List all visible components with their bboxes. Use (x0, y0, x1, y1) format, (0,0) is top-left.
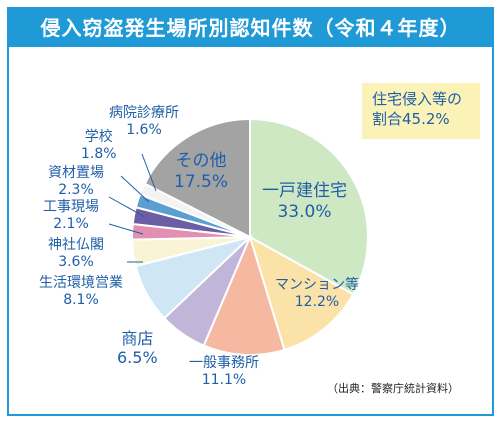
label-detached-house-value: 33.0% (277, 202, 332, 222)
label-hospital-name: 病院診療所 (109, 105, 179, 121)
label-office-name: 一般事務所 (189, 355, 259, 371)
label-living-environment: 生活環境営業 8.1% (39, 275, 123, 309)
pie-slice-0 (249, 117, 369, 296)
note-line-1: 住宅侵入等の (372, 90, 463, 108)
leader-line-3 (120, 175, 150, 203)
label-shrine-temple-name: 神社仏閣 (48, 237, 104, 253)
label-material-yard: 資材置場 2.3% (48, 165, 104, 199)
label-detached-house: 一戸建住宅 33.0% (262, 181, 347, 223)
label-hospital: 病院診療所 1.6% (109, 105, 179, 139)
pie-chart (108, 117, 369, 356)
label-living-environment-value: 8.1% (63, 292, 99, 308)
label-hospital-value: 1.6% (126, 122, 162, 138)
source-note: （出典：警察庁統計資料） (327, 382, 459, 395)
leader-line-2 (108, 196, 146, 218)
label-detached-house-name: 一戸建住宅 (262, 181, 347, 201)
note-line-2: 割合45.2% (372, 110, 450, 128)
label-living-environment-name: 生活環境営業 (39, 275, 123, 291)
label-construction-site-name: 工事現場 (43, 199, 99, 215)
label-apartments-value: 12.2% (294, 294, 340, 310)
pie-slice-2 (202, 234, 286, 356)
label-other-value: 17.5% (174, 172, 229, 192)
label-office-value: 11.1% (201, 372, 247, 388)
label-shop-value: 6.5% (117, 348, 158, 367)
leader-line-1 (108, 223, 144, 235)
label-apartments: マンション等 12.2% (275, 277, 359, 311)
label-material-yard-name: 資材置場 (48, 165, 104, 181)
label-material-yard-value: 2.3% (58, 182, 94, 198)
label-apartments-name: マンション等 (275, 277, 359, 293)
chart-title: 侵入窃盗発生場所別認知件数（令和４年度） (40, 16, 461, 40)
chart-frame: 侵入窃盗発生場所別認知件数（令和４年度） 住宅侵入等の 割合45.2% 一戸建住… (7, 7, 494, 416)
label-school-name: 学校 (84, 129, 113, 145)
leader-line-4 (141, 153, 157, 192)
housing-share-note: 住宅侵入等の 割合45.2% (362, 83, 480, 139)
label-shop: 商店 6.5% (117, 329, 158, 367)
label-shrine-temple-value: 3.6% (58, 254, 94, 270)
label-school-value: 1.8% (81, 146, 117, 162)
label-office: 一般事務所 11.1% (189, 355, 259, 389)
label-school: 学校 1.8% (81, 129, 117, 163)
label-shop-name: 商店 (121, 329, 154, 348)
label-construction-site-value: 2.1% (53, 216, 89, 232)
label-shrine-temple: 神社仏閣 3.6% (48, 237, 104, 271)
label-other-name: その他 (175, 151, 227, 171)
label-construction-site: 工事現場 2.1% (43, 199, 99, 233)
pie-slice-1 (248, 234, 355, 352)
title-bar: 侵入窃盗発生場所別認知件数（令和４年度） (9, 9, 492, 47)
label-other: その他 17.5% (174, 151, 228, 193)
